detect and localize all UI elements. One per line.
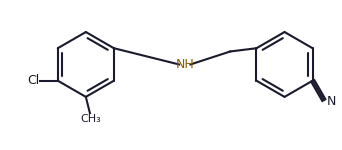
Text: Cl: Cl <box>27 74 39 87</box>
Text: N: N <box>327 95 337 108</box>
Text: NH: NH <box>175 58 194 71</box>
Text: CH₃: CH₃ <box>80 114 101 124</box>
